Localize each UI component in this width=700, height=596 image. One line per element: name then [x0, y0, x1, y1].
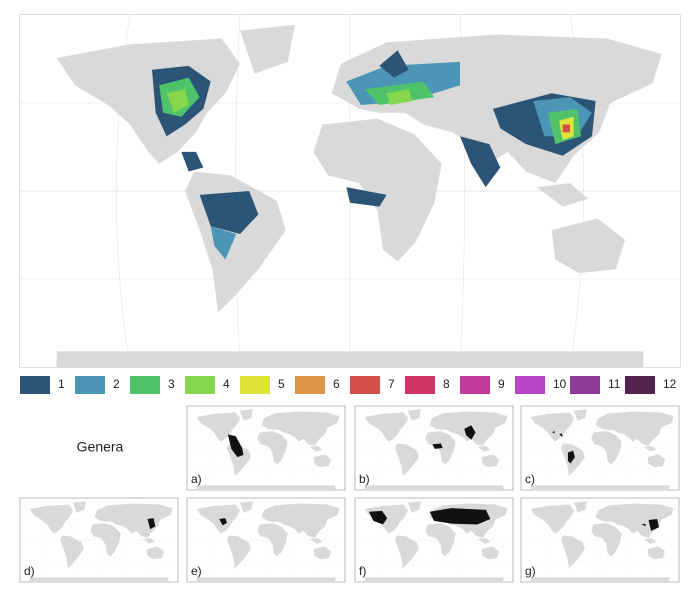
- panel-label: g): [525, 564, 536, 578]
- panel-map: [188, 499, 344, 581]
- main-map: [20, 15, 680, 367]
- legend-swatch: [460, 376, 490, 394]
- genus-range: [464, 425, 476, 440]
- genus-range: [641, 523, 646, 527]
- legend-swatch: [405, 376, 435, 394]
- legend-swatch: [625, 376, 655, 394]
- legend: 1 2 3 4 5 6 7 8 9 10 11 12: [20, 376, 677, 394]
- genus-range: [147, 518, 156, 530]
- legend-label: 10: [553, 377, 567, 391]
- richness-region: [199, 191, 259, 235]
- panel-label: f): [359, 564, 366, 578]
- legend-swatch: [515, 376, 545, 394]
- panel-map: [522, 407, 678, 489]
- genus-range: [219, 518, 227, 526]
- legend-label: 2: [113, 377, 120, 391]
- richness-region: [562, 124, 570, 133]
- richness-region: [386, 89, 413, 105]
- panel-map: [356, 407, 512, 489]
- legend-swatch: [20, 376, 50, 394]
- legend-swatch: [350, 376, 380, 394]
- panel-label: b): [359, 472, 370, 486]
- panel-map: [188, 407, 344, 489]
- legend-swatch: [295, 376, 325, 394]
- legend-label: 4: [223, 377, 230, 391]
- panel-map: [21, 499, 177, 581]
- legend-label: 3: [168, 377, 175, 391]
- genera-panels: a) b) c) d) e) f) g): [19, 405, 680, 583]
- genus-range: [567, 450, 575, 464]
- legend-swatch: [570, 376, 600, 394]
- panels-title: Genera: [77, 439, 124, 455]
- genus-range: [648, 519, 659, 531]
- legend-swatch: [240, 376, 270, 394]
- legend-label: 8: [443, 377, 450, 391]
- legend-label: 11: [608, 377, 621, 391]
- panel-label: e): [191, 564, 202, 578]
- legend-label: 6: [333, 377, 340, 391]
- panel-label: a): [191, 472, 202, 486]
- richness-region: [210, 226, 237, 260]
- richness-region: [379, 50, 409, 78]
- legend-label: 9: [498, 377, 505, 391]
- panel-label: d): [24, 564, 35, 578]
- legend-label: 12: [663, 377, 677, 391]
- legend-label: 7: [388, 377, 395, 391]
- genus-range: [432, 443, 443, 449]
- legend-label: 1: [58, 377, 65, 391]
- genus-range: [429, 508, 491, 525]
- richness-region: [181, 151, 204, 172]
- richness-region: [460, 136, 501, 188]
- genus-range: [369, 510, 388, 525]
- panel-map: [356, 499, 512, 581]
- legend-swatch: [130, 376, 160, 394]
- richness-region: [346, 187, 387, 207]
- richness-overlay: [152, 50, 596, 260]
- legend-swatch: [185, 376, 215, 394]
- richness-region: [166, 89, 189, 113]
- legend-swatch: [75, 376, 105, 394]
- panel-map: [522, 499, 678, 581]
- genus-range: [227, 434, 244, 458]
- panel-label: c): [525, 472, 535, 486]
- genus-range: [559, 433, 563, 438]
- legend-label: 5: [278, 377, 285, 391]
